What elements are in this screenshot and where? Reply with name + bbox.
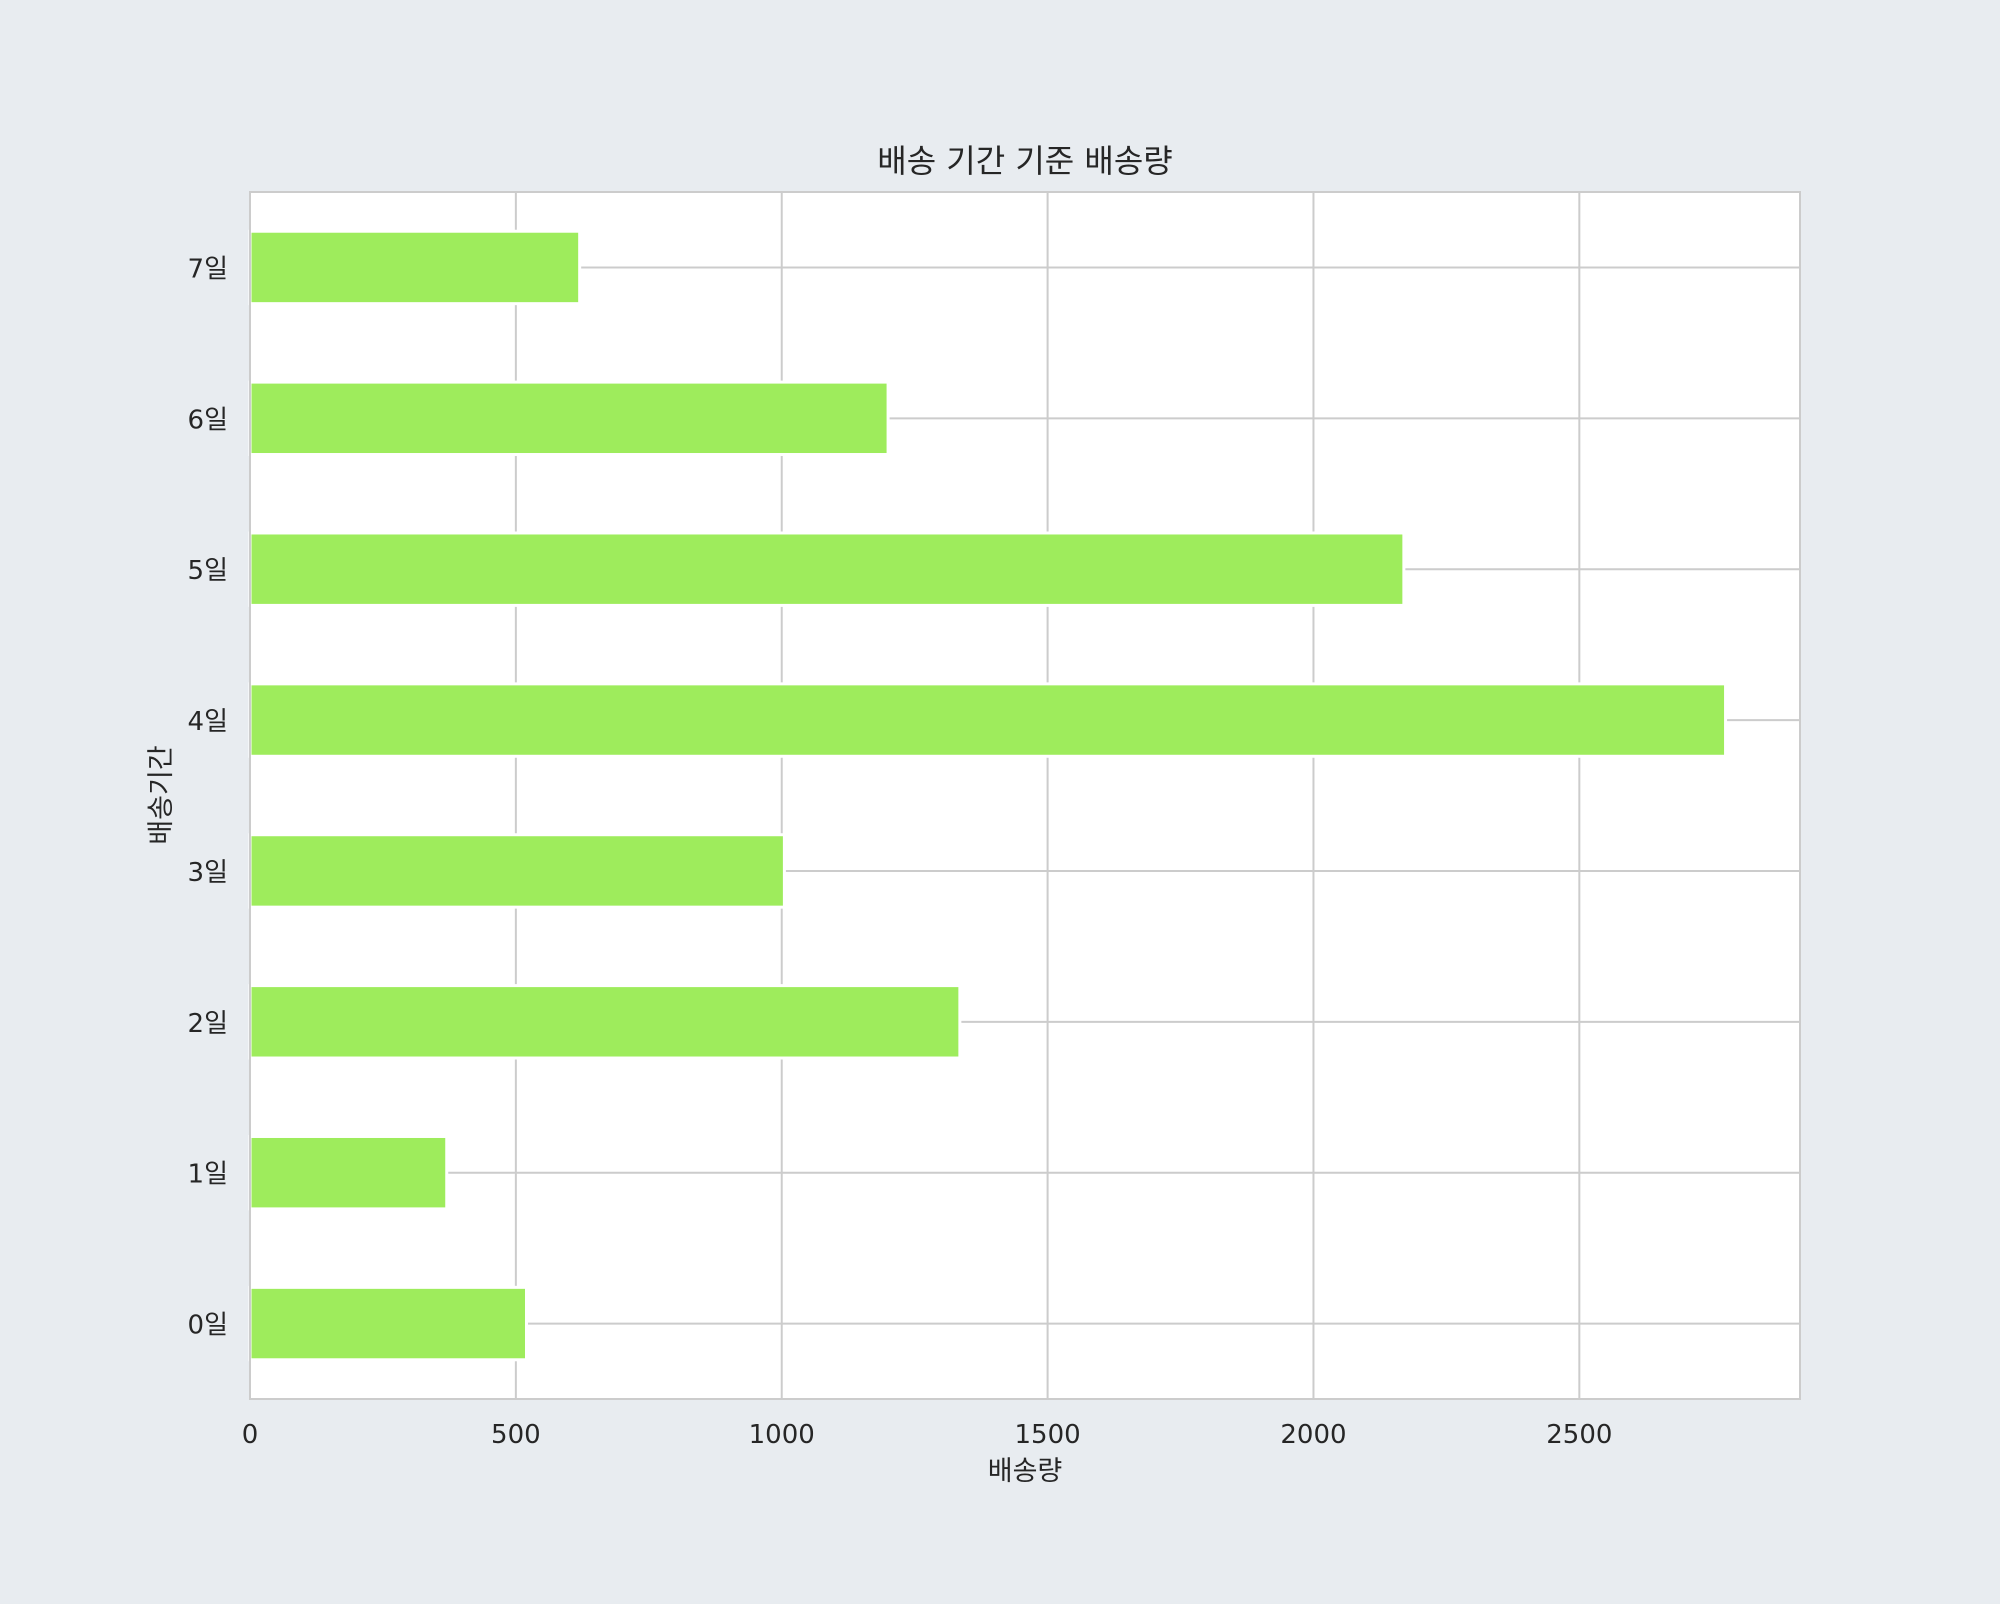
y-tick-label: 3일 [188, 858, 228, 888]
bar-7일 [248, 229, 582, 306]
bar-5일 [248, 531, 1406, 607]
y-tick-label: 1일 [188, 1160, 228, 1190]
bar-6일 [248, 380, 890, 457]
chart-title: 배송 기간 기준 배송량 [877, 142, 1172, 180]
x-tick-label: 2000 [1280, 1420, 1346, 1450]
x-tick-label: 500 [491, 1420, 541, 1450]
y-tick-labels: 0일 1일 2일 3일 4일 5일 6일 7일 [188, 254, 228, 1340]
bar-4일 [248, 682, 1728, 758]
plot-frame [249, 191, 1801, 1400]
y-tick-label: 0일 [188, 1311, 228, 1341]
x-tick-labels: 0 500 1000 1500 2000 2500 [242, 1420, 1613, 1450]
bar-3일 [248, 833, 786, 909]
x-tick-label: 1500 [1015, 1420, 1081, 1450]
x-tick-label: 1000 [749, 1420, 815, 1450]
y-tick-label: 5일 [188, 556, 228, 586]
y-tick-label: 2일 [188, 1009, 228, 1039]
x-tick-label: 0 [242, 1420, 259, 1450]
y-axis-label: 배송기간 [146, 745, 177, 844]
plot-area [250, 192, 1800, 1399]
y-tick-label: 4일 [188, 707, 228, 737]
bar-1일 [248, 1134, 449, 1211]
bar-0일 [248, 1285, 529, 1362]
x-tick-label: 2500 [1546, 1420, 1612, 1450]
y-tick-label: 6일 [188, 405, 228, 435]
bar-2일 [248, 984, 962, 1060]
y-tick-label: 7일 [188, 254, 228, 284]
x-axis-label: 배송량 [988, 1456, 1063, 1487]
